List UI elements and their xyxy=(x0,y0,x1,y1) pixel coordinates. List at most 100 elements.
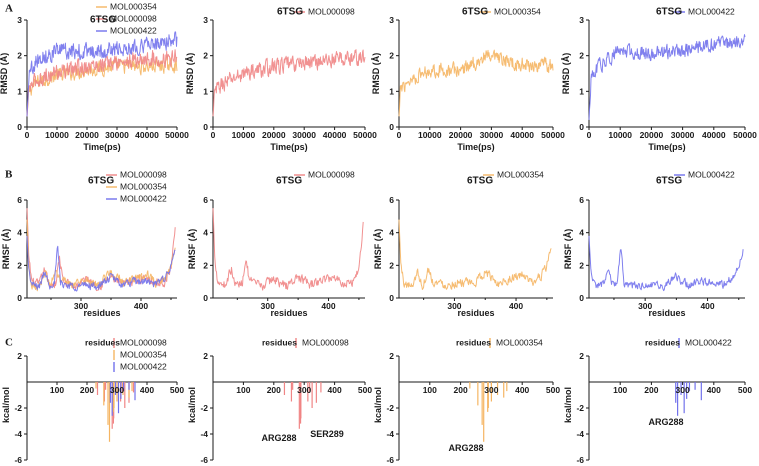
x-tick-label-C3-4: 500 xyxy=(546,385,560,395)
x-tick-label-C1-2: 300 xyxy=(110,385,124,395)
legend-label-A4-MOL000422: MOL000422 xyxy=(688,6,735,16)
x-tick-label-A3-0: 0 xyxy=(397,130,402,140)
legend-title-B1: 6TSG xyxy=(88,176,114,187)
legend-label-C1-MOL000098: MOL000098 xyxy=(120,337,167,347)
legend-label-B3-MOL000354: MOL000354 xyxy=(497,169,544,179)
x-tick-label-A2-1: 10000 xyxy=(232,130,256,140)
legend-label-A2-MOL000098: MOL000098 xyxy=(308,6,355,16)
legend-label-C1-MOL000422: MOL000422 xyxy=(120,361,167,371)
legend-label-B1-MOL000422: MOL000422 xyxy=(120,193,167,203)
series-line-B1-MOL000098 xyxy=(26,208,176,292)
y-tick-label-B3-3: 6 xyxy=(389,195,394,205)
x-tick-label-A3-5: 50000 xyxy=(541,130,565,140)
x-tick-label-C3-3: 400 xyxy=(515,385,529,395)
x-tick-label-B3-1: 400 xyxy=(509,301,523,311)
series-line-A1-MOL000422 xyxy=(26,31,178,117)
legend-label-A1-MOL000354: MOL000354 xyxy=(110,1,157,11)
y-tick-label-C2-1: -2 xyxy=(200,403,208,413)
y-tick-label-C4-1: -2 xyxy=(576,403,584,413)
x-axis-label-A3: Time(ps) xyxy=(457,142,494,152)
x-tick-label-C1-0: 100 xyxy=(50,385,64,395)
x-tick-label-C4-1: 200 xyxy=(644,385,658,395)
x-tick-label-C3-0: 100 xyxy=(423,385,437,395)
y-tick-label-B1-2: 4 xyxy=(17,228,22,238)
annotation-C2-0: ARG288 xyxy=(261,433,296,443)
y-axis-label-A1: RMSD (Å) xyxy=(0,53,9,95)
y-axis-label-B4: RMSF (Å) xyxy=(563,229,573,270)
x-axis-label-A1: Time(ps) xyxy=(83,142,120,152)
annotation-C4-0: ARG288 xyxy=(648,417,683,427)
y-tick-label-A4-1: 1 xyxy=(579,86,584,96)
series-line-B4-MOL000422 xyxy=(588,235,744,292)
legend-label-C2-MOL000098: MOL000098 xyxy=(302,337,349,347)
y-tick-label-C4-2: -4 xyxy=(576,429,584,439)
x-tick-label-C2-0: 100 xyxy=(236,385,250,395)
y-tick-label-B2-3: 6 xyxy=(203,195,208,205)
legend-label-B1-MOL000354: MOL000354 xyxy=(120,181,167,191)
legend-label-A3-MOL000354: MOL000354 xyxy=(494,6,541,16)
series-line-A1-MOL000098 xyxy=(26,49,178,117)
legend-title-C4: residues xyxy=(645,337,680,347)
x-tick-label-C4-3: 400 xyxy=(707,385,721,395)
y-tick-label-C2-3: -6 xyxy=(200,455,208,465)
x-tick-label-C2-3: 400 xyxy=(328,385,342,395)
y-tick-label-B3-1: 2 xyxy=(389,260,394,270)
x-tick-label-C4-0: 100 xyxy=(613,385,627,395)
legend-title-C3: residues xyxy=(456,337,491,347)
y-tick-label-C1-3: -6 xyxy=(14,455,22,465)
y-tick-label-C1-0: 2 xyxy=(17,351,22,361)
x-tick-label-B4-1: 400 xyxy=(700,301,714,311)
y-tick-label-C2-0: 2 xyxy=(203,351,208,361)
y-tick-label-A2-0: 0 xyxy=(203,122,208,132)
x-tick-label-A4-1: 10000 xyxy=(608,130,632,140)
series-line-B1-MOL000422 xyxy=(26,235,176,292)
x-tick-label-A1-5: 50000 xyxy=(165,130,189,140)
x-tick-label-A3-3: 30000 xyxy=(480,130,504,140)
x-tick-label-A2-3: 30000 xyxy=(292,130,316,140)
y-axis-label-A4: RMSD (Å) xyxy=(561,53,571,95)
x-tick-label-C2-4: 500 xyxy=(358,385,372,395)
y-axis-label-B3: RMSF (Å) xyxy=(373,229,383,270)
y-tick-label-C3-2: -4 xyxy=(386,429,394,439)
x-tick-label-B1-1: 400 xyxy=(134,301,148,311)
x-tick-label-C2-2: 300 xyxy=(297,385,311,395)
y-tick-label-C1-1: -2 xyxy=(14,403,22,413)
legend-label-C1-MOL000354: MOL000354 xyxy=(120,349,167,359)
y-tick-label-B3-2: 4 xyxy=(389,228,394,238)
x-tick-label-B4-0: 300 xyxy=(638,301,652,311)
legend-label-C4-MOL000422: MOL000422 xyxy=(685,337,732,347)
y-tick-label-B4-0: 0 xyxy=(579,293,584,303)
x-tick-label-A3-1: 10000 xyxy=(418,130,442,140)
x-tick-label-A1-2: 20000 xyxy=(75,130,99,140)
y-tick-label-C3-0: 2 xyxy=(389,351,394,361)
legend-title-B3: 6TSG xyxy=(467,176,493,187)
x-tick-label-B2-0: 300 xyxy=(261,301,275,311)
x-tick-label-A2-4: 40000 xyxy=(323,130,347,140)
legend-label-A1-MOL000422: MOL000422 xyxy=(110,25,157,35)
x-tick-label-C3-1: 200 xyxy=(454,385,468,395)
y-tick-label-A4-3: 3 xyxy=(579,15,584,25)
y-tick-label-A3-2: 2 xyxy=(389,51,394,61)
x-axis-label-B3: residues xyxy=(457,308,494,318)
x-tick-label-B2-1: 400 xyxy=(321,301,335,311)
x-tick-label-C4-4: 500 xyxy=(738,385,752,395)
annotation-C2-1: SER289 xyxy=(310,429,344,439)
y-tick-label-A2-2: 2 xyxy=(203,51,208,61)
legend-title-A4: 6TSG xyxy=(656,7,682,18)
x-tick-label-C4-2: 300 xyxy=(676,385,690,395)
x-tick-label-A4-5: 50000 xyxy=(733,130,757,140)
y-tick-label-B4-1: 2 xyxy=(579,260,584,270)
y-tick-label-A4-2: 2 xyxy=(579,51,584,61)
series-line-B1-MOL000354 xyxy=(26,219,176,292)
x-tick-label-A3-2: 20000 xyxy=(449,130,473,140)
x-tick-label-A4-4: 40000 xyxy=(702,130,726,140)
y-axis-label-B1: RMSF (Å) xyxy=(1,229,11,270)
x-axis-label-A4: Time(ps) xyxy=(648,142,685,152)
x-tick-label-C2-1: 200 xyxy=(267,385,281,395)
row-label-B: B xyxy=(5,169,13,181)
y-tick-label-B1-0: 0 xyxy=(17,293,22,303)
y-axis-label-B2: RMSF (Å) xyxy=(187,229,197,270)
x-tick-label-C1-1: 200 xyxy=(80,385,94,395)
y-tick-label-B4-2: 4 xyxy=(579,228,584,238)
